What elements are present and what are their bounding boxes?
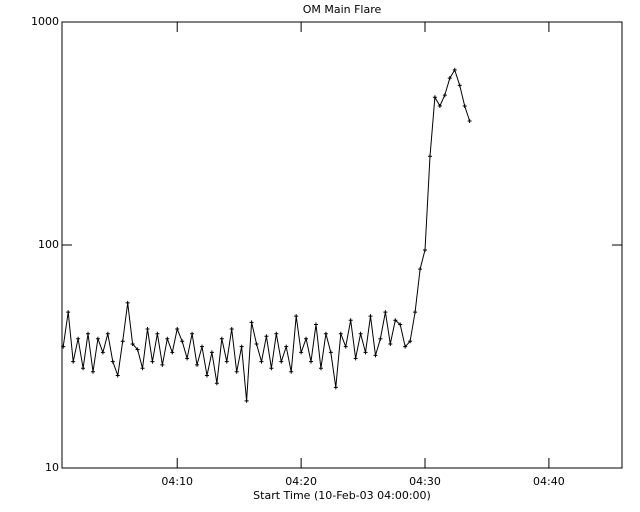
data-point — [125, 300, 130, 305]
data-point — [170, 350, 175, 355]
data-point — [264, 334, 269, 339]
data-point — [388, 341, 393, 346]
data-point — [427, 154, 432, 159]
data-point — [289, 369, 294, 374]
data-point — [145, 327, 150, 332]
data-point — [175, 327, 180, 332]
data-point — [200, 344, 204, 349]
data-point — [353, 356, 358, 361]
data-point — [408, 339, 413, 344]
chart-title: OM Main Flare — [303, 3, 382, 16]
data-point — [328, 350, 333, 355]
data-point — [309, 359, 314, 364]
data-point — [254, 341, 259, 346]
data-point — [358, 331, 363, 336]
data-point — [423, 247, 428, 252]
data-point — [190, 331, 195, 336]
data-point — [244, 398, 249, 403]
data-point — [110, 359, 115, 364]
data-point — [160, 362, 165, 367]
data-point — [279, 359, 284, 364]
data-point — [294, 314, 299, 319]
data-point — [462, 104, 467, 109]
data-point — [155, 331, 160, 336]
x-tick-label: 04:40 — [533, 475, 565, 488]
data-point — [249, 320, 254, 325]
data-point — [432, 95, 437, 100]
data-point — [338, 331, 343, 336]
data-point — [105, 331, 110, 336]
data-point — [204, 373, 209, 378]
data-point — [269, 366, 274, 371]
data-point — [299, 350, 304, 355]
data-point — [209, 350, 214, 355]
data-point — [135, 347, 140, 352]
data-point — [373, 353, 378, 358]
data-point — [418, 267, 423, 272]
data-point — [219, 336, 224, 341]
data-point — [457, 83, 462, 88]
data-point — [304, 336, 309, 341]
data-point — [284, 344, 289, 349]
data-point — [71, 359, 76, 364]
data-point — [318, 366, 323, 371]
data-point — [274, 331, 279, 336]
data-point — [398, 322, 403, 327]
data-point — [313, 322, 318, 327]
data-line — [62, 68, 471, 401]
data-point — [442, 93, 447, 98]
data-point — [130, 341, 135, 346]
data-point — [180, 339, 185, 344]
data-point — [378, 336, 383, 341]
data-point — [259, 359, 264, 364]
data-point — [447, 76, 452, 81]
data-point — [165, 336, 170, 341]
data-point — [343, 344, 348, 349]
data-point — [115, 373, 120, 378]
data-point — [195, 362, 200, 367]
data-point — [86, 331, 91, 336]
y-tick-label: 100 — [38, 238, 59, 251]
data-point — [120, 339, 125, 344]
data-point — [234, 369, 239, 374]
data-point — [348, 318, 353, 323]
data-point — [61, 344, 66, 349]
data-point — [100, 350, 105, 355]
data-point — [333, 385, 338, 390]
data-point — [452, 67, 457, 72]
data-point — [393, 318, 398, 323]
x-tick-label: 04:30 — [409, 475, 441, 488]
data-point — [467, 118, 472, 123]
data-point — [95, 336, 100, 341]
data-point — [150, 359, 155, 364]
y-tick-label: 1000 — [31, 15, 59, 28]
data-point — [413, 310, 418, 315]
data-point — [363, 350, 368, 355]
data-point — [368, 314, 373, 319]
x-axis-label: Start Time (10-Feb-03 04:00:00) — [253, 489, 431, 502]
data-point — [66, 310, 71, 315]
data-point — [81, 366, 86, 371]
data-point — [224, 359, 229, 364]
data-point — [90, 369, 95, 374]
data-point — [383, 310, 388, 315]
plot-frame — [61, 21, 623, 469]
data-point — [323, 331, 328, 336]
data-point — [214, 381, 219, 386]
data-point — [185, 356, 190, 361]
data-point — [437, 104, 442, 109]
data-point — [403, 344, 408, 349]
data-point — [140, 366, 145, 371]
data-point — [76, 336, 81, 341]
y-tick-label: 10 — [45, 461, 59, 474]
x-tick-label: 04:20 — [285, 475, 317, 488]
data-point — [229, 327, 234, 332]
data-point — [239, 344, 244, 349]
x-tick-label: 04:10 — [161, 475, 193, 488]
